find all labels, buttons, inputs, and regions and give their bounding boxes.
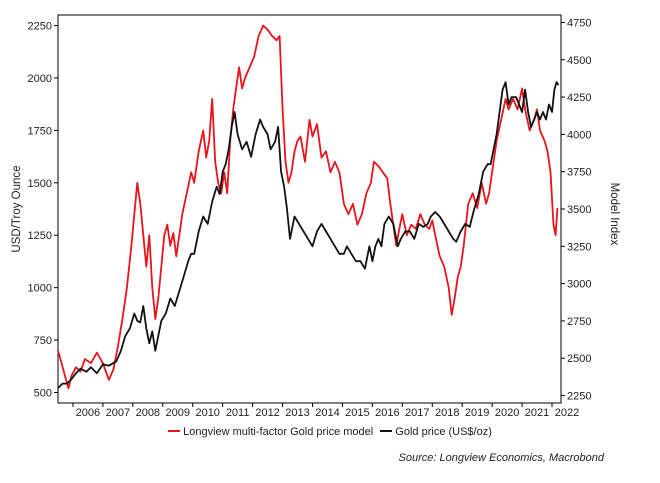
left-y-tick-label: 2250 [28,20,52,32]
legend: Longview multi-factor Gold price model G… [0,426,660,438]
x-tick-label: 2012 [255,407,279,419]
left-y-tick-label: 1250 [28,230,52,242]
left-y-tick-label: 750 [34,335,52,347]
x-tick-label: 2019 [465,407,489,419]
left-y-tick-label: 2000 [28,73,52,85]
x-tick-label: 2016 [375,407,399,419]
x-tick-label: 2020 [495,407,519,419]
right-y-tick-label: 3250 [567,241,591,253]
x-tick-label: 2014 [315,407,339,419]
left-y-tick-label: 1750 [28,125,52,137]
x-tick-label: 2011 [226,407,250,419]
source-note: Source: Longview Economics, Macrobond [398,452,604,464]
left-y-axis-ticks: 500 750 1000 1250 1500 1750 2000 2250 [28,20,58,400]
x-axis-ticks: 2006 2007 2008 2009 2010 2011 2012 2013 2014 2015… [72,403,579,419]
x-tick-label: 2013 [285,407,309,419]
plot-frame [57,14,562,404]
legend-swatch-gold [380,430,393,433]
x-tick-label: 2008 [136,407,160,419]
left-y-tick-label: 1500 [28,178,52,190]
x-tick-label: 2021 [525,407,549,419]
legend-item-gold: Gold price (US$/oz) [380,426,492,438]
x-tick-label: 2015 [345,407,369,419]
left-y-tick-label: 1000 [28,283,52,295]
right-y-tick-label: 3500 [567,204,591,216]
series-layer [57,24,560,390]
x-tick-label: 2009 [166,407,190,419]
legend-item-model: Longview multi-factor Gold price model [168,426,373,438]
gold-price-series-line [57,81,560,389]
x-tick-label: 2017 [405,407,429,419]
left-y-tick-label: 500 [34,388,52,400]
x-tick-label: 2022 [555,407,579,419]
legend-label-model: Longview multi-factor Gold price model [183,426,374,438]
right-y-tick-label: 3000 [567,279,591,291]
right-y-axis-title: Model Index [608,183,620,246]
x-tick-label: 2010 [195,407,219,419]
right-y-tick-label: 2500 [567,353,591,365]
legend-swatch-model [168,430,181,433]
left-y-axis-title: USD/Troy Ounce [11,165,23,252]
x-tick-label: 2018 [435,407,459,419]
x-tick-label: 2007 [106,407,130,419]
right-y-tick-label: 4500 [567,55,591,67]
right-y-tick-label: 2750 [567,316,591,328]
right-y-axis-ticks: 2250 2500 2750 3000 3250 3500 3750 4000 4250 4500… [561,17,591,403]
right-y-tick-label: 4000 [567,129,591,141]
model-series-line [57,24,559,390]
right-y-tick-label: 4250 [567,92,591,104]
x-tick-label: 2006 [76,407,100,419]
right-y-tick-label: 4750 [567,17,591,29]
right-y-tick-label: 3750 [567,167,591,179]
legend-label-gold: Gold price (US$/oz) [395,426,492,438]
right-y-tick-label: 2250 [567,391,591,403]
